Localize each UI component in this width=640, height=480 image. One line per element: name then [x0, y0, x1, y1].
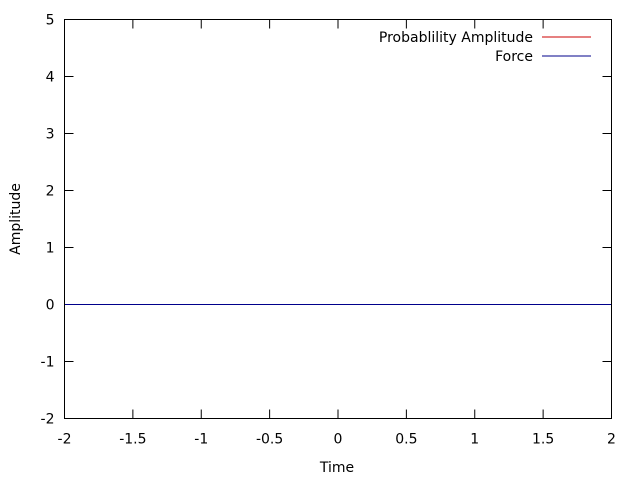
plot-area-frame: [64, 19, 612, 419]
y-tick-label: 0: [46, 298, 55, 314]
legend: Probablility Amplitude Force: [379, 30, 591, 65]
y-tick-label: 1: [46, 241, 55, 257]
legend-label-0: Probablility Amplitude: [379, 30, 533, 46]
legend-label-1: Force: [495, 49, 533, 65]
x-tick-label: -2: [58, 432, 72, 448]
tick-labels: -2 -1.5 -1 -0.5 0 0.5 1 1.5 2 -2 -1 0 1 2 3 4 5: [41, 13, 616, 448]
x-tick-label: 0: [334, 432, 343, 448]
y-tick-label: -1: [41, 355, 55, 371]
y-tick-label: 3: [46, 127, 55, 143]
x-tick-label: 2: [607, 432, 616, 448]
y-tick-label: 4: [46, 70, 55, 86]
x-tick-label: -1: [194, 432, 208, 448]
x-tick-label: 1: [470, 432, 479, 448]
y-tick-label: 5: [46, 13, 55, 29]
y-tick-label: 2: [46, 184, 55, 200]
y-axis-label: Amplitude: [8, 183, 24, 255]
tick-marks: [64, 19, 612, 419]
x-tick-label: 0.5: [395, 432, 417, 448]
x-tick-label: -0.5: [256, 432, 283, 448]
x-tick-label: 1.5: [532, 432, 554, 448]
x-tick-label: -1.5: [119, 432, 146, 448]
y-tick-label: -2: [41, 412, 55, 428]
x-axis-label: Time: [319, 460, 354, 476]
